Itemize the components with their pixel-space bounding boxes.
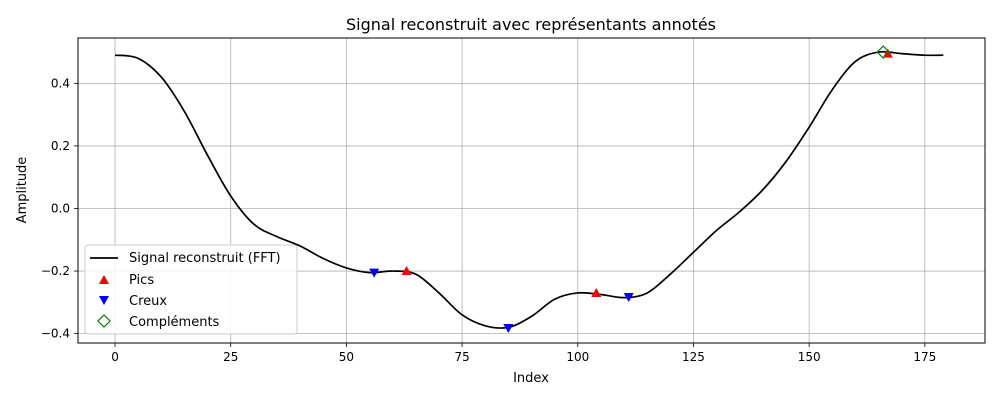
peak-marker	[401, 266, 412, 276]
peak-marker	[591, 287, 602, 297]
x-tick-label: 175	[913, 350, 936, 364]
trough-marker	[503, 323, 514, 333]
x-tick-label: 75	[454, 350, 469, 364]
x-tick-label: 100	[566, 350, 589, 364]
y-tick-label: 0.4	[51, 76, 70, 90]
legend-box	[84, 244, 298, 335]
legend-triangle-up-icon	[99, 275, 109, 284]
plot-area-frame	[77, 37, 986, 344]
x-tick-label: 50	[339, 350, 354, 364]
chart-title: Signal reconstruit avec représentants an…	[346, 15, 716, 34]
legend-diamond-icon	[97, 314, 111, 328]
legend-label-signal: Signal reconstruit (FFT)	[129, 251, 281, 266]
series-line-signal	[114, 50, 944, 329]
complement-marker	[876, 45, 891, 59]
axis-ticks: 0 25 50 75 100 125 150 175 −0.4 −0.2 0.0 0.2 0.4	[41, 76, 936, 364]
x-tick-label: 125	[682, 350, 705, 364]
grid	[78, 38, 985, 343]
legend-label-peaks: Pics	[129, 273, 154, 288]
x-tick-label: 25	[223, 350, 238, 364]
x-tick-label: 0	[111, 350, 119, 364]
y-tick-label: 0.2	[51, 139, 70, 153]
y-axis-label: Amplitude	[15, 157, 30, 224]
x-tick-label: 150	[798, 350, 821, 364]
trough-marker	[369, 268, 380, 278]
legend-triangle-down-icon	[99, 296, 109, 305]
series-layer	[114, 45, 944, 333]
legend-label-complements: Compléments	[129, 315, 220, 330]
trough-marker	[623, 293, 634, 303]
y-tick-label: 0.0	[51, 201, 70, 215]
x-axis-label: Index	[513, 371, 549, 386]
y-tick-label: −0.4	[41, 327, 70, 341]
legend: Signal reconstruit (FFT) Pics Creux Comp…	[84, 244, 298, 335]
y-tick-label: −0.2	[41, 264, 70, 278]
legend-label-troughs: Creux	[129, 294, 167, 309]
